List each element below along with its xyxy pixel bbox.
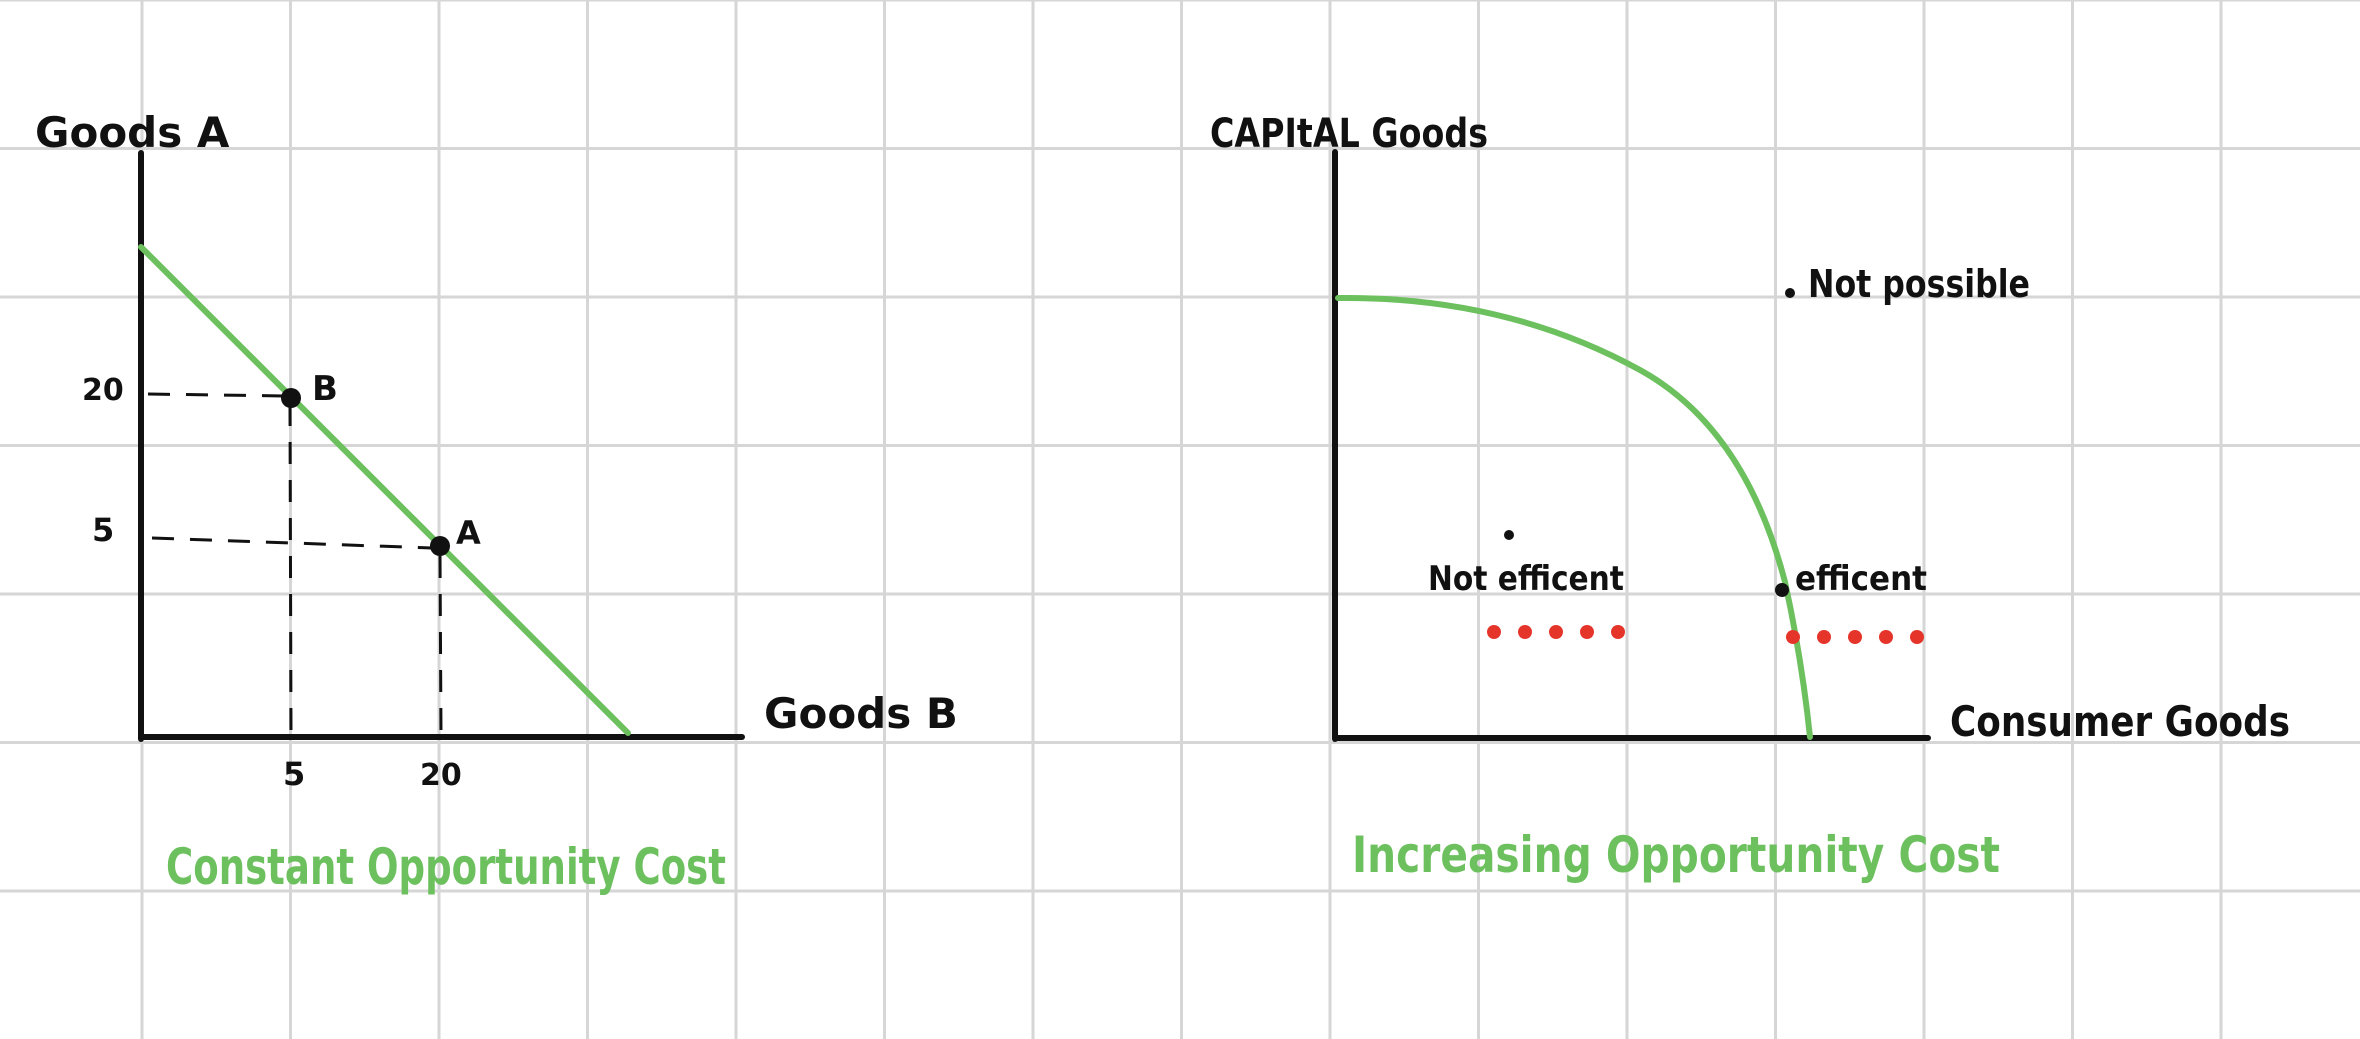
efficient-red-dots [1786,630,1924,644]
not-efficient-point-dot [1504,530,1514,540]
left-ppf-line [138,244,631,736]
right-diagram-title: Increasing Opportunity Cost [1352,826,2000,884]
efficient-label: efficent [1795,559,1927,599]
right-ppf-curve [1335,294,1813,740]
dashed-guide-b-horizontal [147,392,289,398]
x-tick-20: 20 [420,758,462,793]
y-tick-5: 5 [92,511,114,549]
right-x-axis-label: Consumer Goods [1950,697,2290,746]
point-b-label: B [312,369,338,409]
right-y-axis-label: CAPItAL Goods [1210,111,1488,157]
point-a-label: A [456,514,481,552]
left-diagram-title: Constant Opportunity Cost [166,838,726,896]
point-b-dot [281,388,301,408]
right-ppf-diagram: CAPItAL Goods Consumer Goods Not possibl… [1210,111,2290,884]
not-efficient-red-dots [1487,625,1625,639]
dashed-guide-b-vertical [288,403,293,736]
not-possible-label: Not possible [1808,262,2030,306]
not-possible-point-dot [1785,288,1795,298]
left-ppf-diagram: Goods A Goods B 20 5 5 20 B A Constant O… [35,108,958,896]
point-a-dot [430,536,450,556]
dashed-guide-a-vertical [438,555,443,736]
efficient-point-dot [1775,583,1789,597]
dashed-guide-a-horizontal [151,536,433,550]
left-y-axis-label: Goods A [35,108,230,157]
not-efficient-label: Not efficent [1428,559,1624,599]
left-x-axis-label: Goods B [764,689,958,738]
y-tick-20: 20 [82,373,124,408]
x-tick-5: 5 [283,755,305,793]
